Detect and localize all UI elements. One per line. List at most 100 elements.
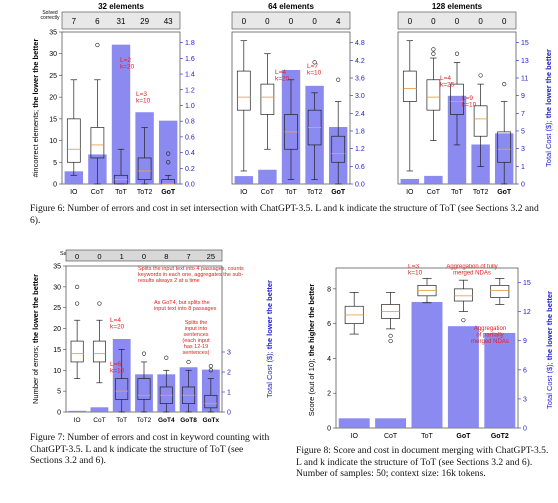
cost-tick-label: 12: [523, 309, 531, 316]
outlier-point: [208, 368, 213, 373]
solved-counts-strip: [61, 11, 181, 30]
cost-tick-label: 0: [227, 410, 231, 417]
cost-tick-label: 1.8: [355, 128, 365, 135]
x-tick-label: ToT: [451, 189, 463, 196]
y-tick-label: 0: [327, 426, 331, 433]
cost-tick-label: 0.6: [355, 164, 365, 171]
cost-tick-label: 1.8: [185, 40, 195, 47]
y-tick-label: 20: [53, 326, 61, 333]
cost-tick-label: 0.2: [185, 166, 195, 173]
cost-tick-label: 0.0: [185, 182, 195, 189]
cost-tick-label: 0: [521, 182, 525, 189]
x-tick-label: GoT: [497, 189, 512, 196]
y-tick-label: 35: [49, 30, 57, 37]
boxplot-GoT8: [182, 359, 196, 413]
cost-bar: [157, 374, 176, 412]
cost-bar: [234, 176, 254, 184]
outlier-point: [461, 318, 466, 323]
x-tick-label: CoT: [93, 417, 105, 424]
boxplot-IO: [402, 40, 417, 172]
cost-bar: [494, 133, 514, 184]
y-tick-label: 4: [327, 356, 331, 363]
structure-annotation: L=7 k=10: [307, 63, 322, 77]
cost-tick-label: 1.2: [355, 146, 365, 153]
boxplot-CoT: [381, 291, 401, 344]
cost-bar: [135, 374, 153, 412]
y-axis-label: Number of errors; the lower the better: [31, 274, 40, 404]
note-gotx: Splits the input into sentences (each input…: [182, 320, 210, 356]
cost-bar: [281, 70, 301, 184]
boxplot-ToT: [114, 148, 128, 185]
cost-bar: [375, 418, 407, 428]
panel-title: 32 elements: [98, 2, 144, 11]
boxplot-GoT: [453, 279, 473, 323]
y-tick-label: 8: [327, 286, 331, 293]
fig6-panel-2: 64 elements 0 0 0 0 4 0.0 0.6 1.2 1.8 2.4 3.0 3.6 4.2…: [231, 2, 365, 196]
cost-tick-label: 2: [227, 370, 231, 377]
cost-tick-label: 0.0: [355, 182, 365, 189]
cost-tick-label: 1.0: [185, 103, 195, 110]
y-tick-label: 2: [327, 391, 331, 398]
figure-8-caption: Figure 8: Score and cost in document mer…: [296, 445, 549, 480]
structure-annotation: L=3 k=10: [408, 264, 423, 277]
x-tick-label: IO: [406, 189, 414, 196]
cost-tick-label: 0.6: [185, 134, 195, 141]
panel-title: 128 elements: [432, 2, 483, 11]
outlier-point: [141, 351, 147, 356]
cost-tick-label: 0: [523, 426, 527, 433]
boxplot-CoT: [426, 47, 441, 141]
y-tick-label: 30: [49, 51, 57, 58]
note-got2: Aggregation of partially merged NDAs: [471, 326, 509, 345]
cost-axis-label: Total Cost ($); the lower the better: [545, 291, 554, 409]
solved-count: 0: [142, 252, 146, 261]
x-tick-label: CoT: [91, 189, 105, 196]
solved-count: 0: [478, 17, 483, 26]
boxplot-CoT: [260, 53, 275, 150]
structure-annotation: L=3 k=10: [136, 91, 151, 105]
note-got4: Splits the input text into 4 passages, c…: [138, 266, 244, 284]
solved-count: 8: [164, 252, 168, 261]
cost-bar: [111, 44, 131, 184]
solved-count: 0: [97, 252, 101, 261]
cost-tick-label: 3.6: [355, 75, 365, 82]
y-tick-label: 35: [53, 264, 61, 271]
x-tick-label: ToT: [421, 433, 433, 440]
boxplot-IO: [344, 291, 364, 335]
solved-label: Solved correctly: [41, 10, 60, 21]
solved-count: 43: [164, 17, 173, 26]
solved-count: 0: [502, 17, 507, 26]
cost-tick-label: 1: [227, 390, 231, 397]
solved-count: 0: [75, 252, 79, 261]
cost-bar: [328, 127, 348, 184]
outlier-point: [75, 301, 80, 306]
note-got8: As GoT4, but splits the input text into 8…: [154, 300, 217, 312]
x-tick-label: ToT: [285, 189, 297, 196]
boxplot-GoT: [331, 77, 346, 185]
boxplot-ToT: [284, 79, 298, 181]
boxplot-IO: [70, 284, 84, 379]
y-tick-label: 0: [57, 410, 61, 417]
structure-annotation: L=2 k=20: [120, 57, 135, 71]
x-tick-label: IO: [70, 189, 78, 196]
boxplot-IO: [66, 79, 81, 176]
x-tick-label: CoT: [427, 189, 441, 196]
solved-counts-strip: [397, 11, 517, 30]
x-tick-label: IO: [240, 189, 248, 196]
cost-bar: [68, 410, 87, 412]
solved-counts-strip: [65, 249, 223, 262]
solved-count: 0: [455, 17, 460, 26]
solved-count: 31: [117, 17, 126, 26]
outlier-point: [478, 73, 483, 78]
outlier-point: [164, 355, 169, 360]
cost-tick-label: 1.4: [185, 72, 195, 79]
figure-7: Samples solved correctly0010872505101520…: [31, 249, 274, 424]
cost-tick-label: 3.0: [355, 93, 365, 100]
y-tick-label: 5: [53, 160, 57, 167]
cost-tick-label: 5: [521, 128, 525, 135]
x-tick-label: GoT: [456, 433, 471, 440]
cost-tick-label: 15: [523, 280, 531, 287]
cost-tick-label: 1.6: [185, 56, 195, 63]
cost-bar: [179, 367, 198, 412]
cost-tick-label: 3: [227, 350, 231, 357]
outlier-point: [97, 301, 102, 306]
